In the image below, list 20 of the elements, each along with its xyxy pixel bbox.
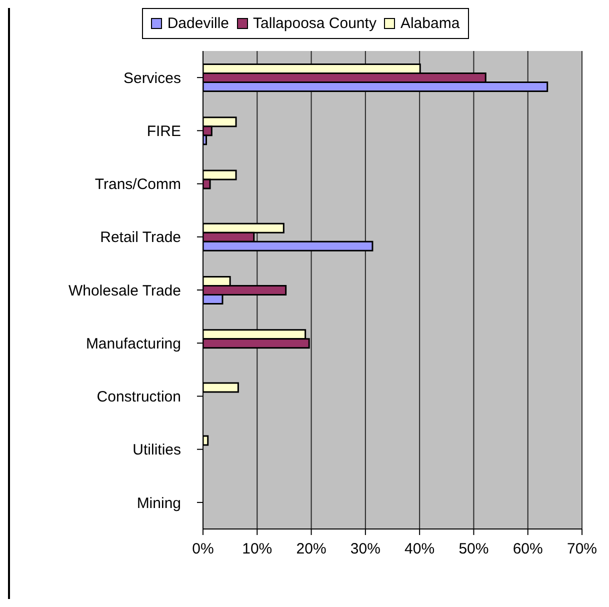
y-tick-label: Construction xyxy=(96,388,181,406)
x-tick-label: 60% xyxy=(512,540,543,558)
y-tick-label: Trans/Comm xyxy=(94,176,181,194)
y-tick-label: Services xyxy=(123,70,181,87)
legend-label: Alabama xyxy=(400,15,460,32)
legend-label: Tallapoosa County xyxy=(253,15,376,32)
y-tick-label: Wholesale Trade xyxy=(68,282,181,300)
x-tick-label: 10% xyxy=(242,540,272,558)
x-tick-label: 70% xyxy=(566,540,598,558)
x-tick-label: 50% xyxy=(458,540,489,558)
y-tick-label: Utilities xyxy=(132,442,181,459)
x-tick-label: 40% xyxy=(404,540,435,558)
y-tick-label: FIRE xyxy=(146,122,181,140)
legend-label: Dadeville xyxy=(167,15,230,32)
y-tick-label: Manufacturing xyxy=(86,335,181,352)
y-tick-label: Mining xyxy=(136,494,181,512)
x-tick-label: 20% xyxy=(296,540,326,558)
y-tick-label: Retail Trade xyxy=(100,229,181,246)
x-tick-label: 30% xyxy=(350,540,380,558)
x-tick-label: 0% xyxy=(192,540,214,558)
